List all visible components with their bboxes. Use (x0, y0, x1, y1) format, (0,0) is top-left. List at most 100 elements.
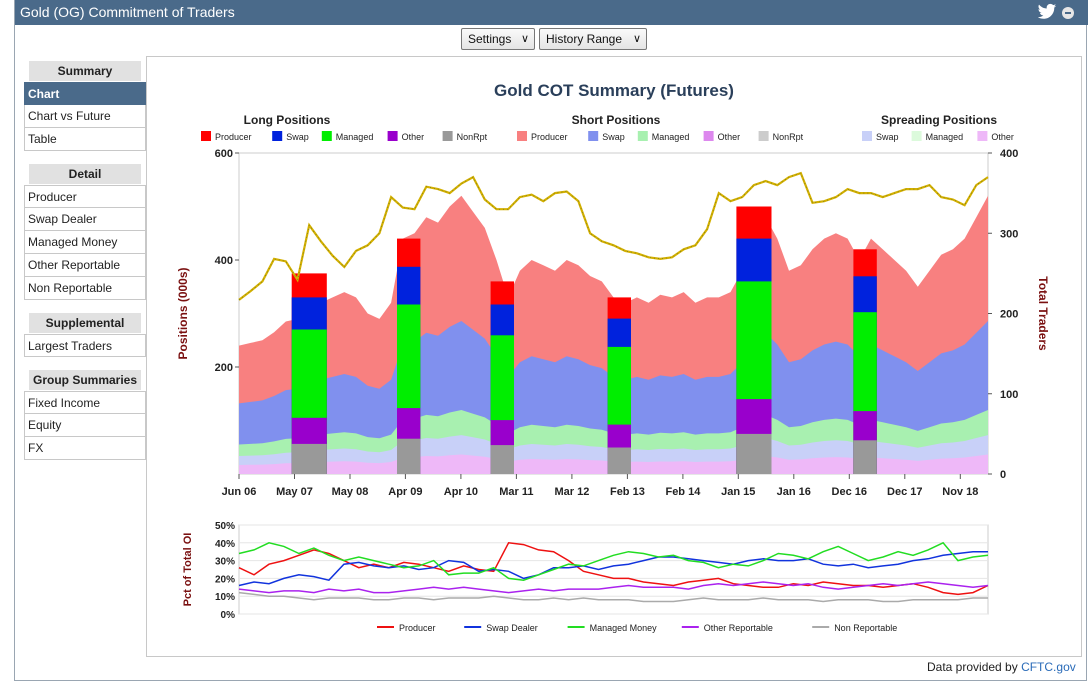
legend-swatch (862, 131, 872, 141)
collapse-icon[interactable] (1062, 7, 1074, 19)
y2-tick-label: 100 (1000, 389, 1018, 401)
pct-y-axis-label: Pct of Total OI (182, 533, 194, 607)
legend-swatch (977, 131, 988, 141)
pct-y-tick-label: 50% (215, 521, 235, 532)
twitter-icon[interactable] (1037, 3, 1057, 21)
x-tick-label: Apr 10 (444, 486, 478, 498)
legend-swatch (201, 131, 211, 141)
pct-legend-label: Producer (399, 623, 436, 633)
history-range-dropdown[interactable]: History Range ∨ (539, 28, 647, 50)
sidebar: Summary Chart Chart vs Future Table Deta… (24, 60, 146, 460)
x-tick-label: Jan 15 (721, 486, 755, 498)
y-tick-label: 200 (215, 362, 233, 374)
footer-credit: Data provided by CFTC.gov (927, 660, 1076, 674)
x-tick-label: Jun 06 (222, 486, 257, 498)
legend-label: Producer (531, 132, 568, 142)
x-tick-label: Apr 09 (388, 486, 422, 498)
legend-label: Swap (602, 132, 625, 142)
chart-title: Gold COT Summary (Futures) (494, 81, 734, 100)
pct-legend-label: Managed Money (590, 623, 658, 633)
legend-swatch (588, 131, 599, 141)
legend-label: Swap (876, 132, 899, 142)
chart-panel: Gold COT Summary (Futures) Long Positions… (146, 56, 1082, 657)
legend-swatch (321, 131, 332, 141)
legend-swatch (517, 131, 527, 141)
x-tick-label: Dec 16 (832, 486, 867, 498)
legend-label: NonRpt (457, 132, 488, 142)
long-position-band (853, 440, 877, 474)
legend-label: Producer (215, 132, 252, 142)
widget-title: Gold (OG) Commitment of Traders (20, 4, 235, 20)
sidebar-item-other-reportable[interactable]: Other Reportable (24, 254, 146, 277)
long-position-band (291, 443, 327, 474)
legend-label: Other (991, 132, 1014, 142)
x-tick-label: Feb 13 (610, 486, 645, 498)
legend-group-title: Short Positions (572, 113, 661, 127)
settings-dropdown[interactable]: Settings ∨ (461, 28, 535, 50)
widget-titlebar: Gold (OG) Commitment of Traders (15, 0, 1088, 25)
x-tick-label: Nov 18 (942, 486, 978, 498)
cot-widget: Gold (OG) Commitment of Traders Settings… (14, 0, 1088, 681)
sidebar-item-producer[interactable]: Producer (24, 185, 146, 208)
legend-swatch (387, 131, 398, 141)
pct-y-tick-label: 30% (215, 557, 235, 568)
pct-legend-label: Non Reportable (834, 623, 897, 633)
sidebar-item-fx[interactable]: FX (24, 437, 146, 460)
total-traders-line-dots (238, 172, 989, 301)
y2-tick-label: 300 (1000, 228, 1018, 240)
pct-series-line (238, 591, 988, 603)
legend-label: Other (718, 132, 741, 142)
y2-axis-label: Total Traders (1036, 276, 1050, 351)
long-position-band (607, 447, 631, 474)
long-position-band (490, 445, 514, 474)
chevron-down-icon: ∨ (520, 33, 529, 45)
footer-text: Data provided by (927, 660, 1022, 674)
pct-legend-label: Swap Dealer (486, 623, 538, 633)
y2-tick-label: 400 (1000, 148, 1018, 160)
cftc-link[interactable]: CFTC.gov (1021, 660, 1076, 674)
sidebar-item-equity[interactable]: Equity (24, 414, 146, 437)
legend-group-title: Long Positions (244, 113, 331, 127)
x-tick-label: Mar 12 (554, 486, 589, 498)
sidebar-item-table[interactable]: Table (24, 128, 146, 151)
legend-label: Managed (336, 132, 374, 142)
sidebar-item-swap-dealer[interactable]: Swap Dealer (24, 208, 146, 231)
legend-swatch (703, 131, 714, 141)
cot-chart: Gold COT Summary (Futures) Long Positions… (176, 81, 1050, 633)
x-tick-label: Feb 14 (665, 486, 701, 498)
x-tick-label: Dec 17 (887, 486, 922, 498)
x-tick-label: May 07 (276, 486, 313, 498)
pct-legend-label: Other Reportable (704, 623, 773, 633)
legend-group-title: Spreading Positions (881, 113, 997, 127)
long-position-band (736, 433, 772, 474)
sidebar-item-chart[interactable]: Chart (24, 82, 146, 105)
x-tick-label: May 08 (332, 486, 369, 498)
legend-swatch (442, 131, 453, 141)
sidebar-section-supplemental: Supplemental (28, 312, 142, 334)
legend-label: Other (402, 132, 425, 142)
legend-label: Managed (926, 132, 964, 142)
y-tick-label: 400 (215, 255, 233, 267)
sidebar-item-managed-money[interactable]: Managed Money (24, 231, 146, 254)
pct-series-line (238, 550, 988, 587)
legend-swatch (758, 131, 769, 141)
legend-label: Managed (652, 132, 690, 142)
sidebar-item-chart-vs-future[interactable]: Chart vs Future (24, 105, 146, 128)
pct-series-line (238, 541, 989, 581)
legend-swatch (637, 131, 648, 141)
x-tick-label: Mar 11 (499, 486, 533, 498)
pct-y-tick-label: 0% (221, 610, 236, 621)
sidebar-section-group-summaries: Group Summaries (28, 369, 142, 391)
legend-swatch (272, 131, 283, 141)
sidebar-item-non-reportable[interactable]: Non Reportable (24, 277, 146, 300)
sidebar-section-detail: Detail (28, 163, 142, 185)
sidebar-item-largest-traders[interactable]: Largest Traders (24, 334, 146, 357)
pct-y-tick-label: 20% (215, 574, 235, 585)
sidebar-item-fixed-income[interactable]: Fixed Income (24, 391, 146, 414)
y2-tick-label: 0 (1000, 469, 1006, 481)
legend-swatch (911, 131, 922, 141)
pct-y-tick-label: 40% (215, 539, 235, 550)
settings-label: Settings (468, 32, 512, 46)
y2-tick-label: 200 (1000, 309, 1018, 321)
legend-label: Swap (286, 132, 309, 142)
